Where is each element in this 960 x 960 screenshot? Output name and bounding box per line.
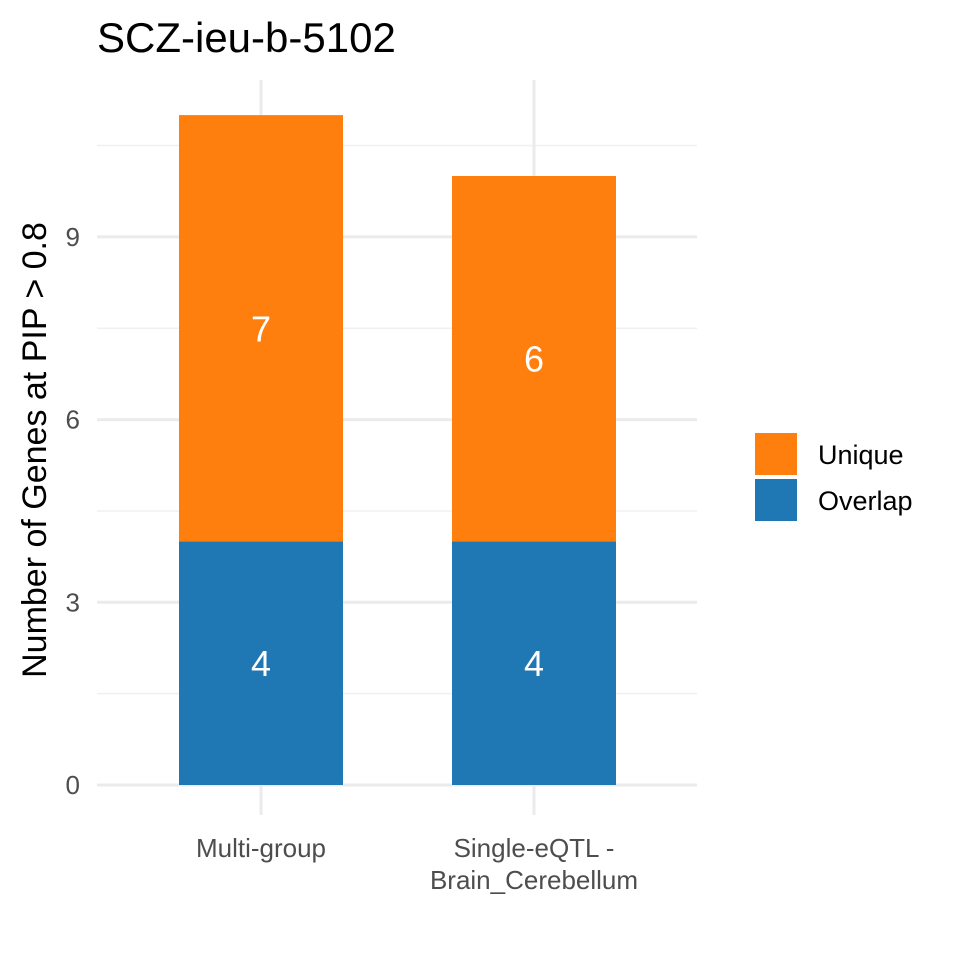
y-axis-label: Number of Genes at PIP > 0.8 [16, 222, 54, 678]
legend-label-overlap: Overlap [818, 486, 913, 516]
legend-swatch-unique [755, 433, 797, 475]
bar-segment-unique [452, 176, 616, 542]
chart-title: SCZ-ieu-b-5102 [97, 14, 396, 61]
y-tick-label: 0 [66, 770, 80, 800]
bar-segment-unique [179, 115, 343, 542]
bar-value-label: 4 [524, 643, 544, 684]
y-tick-label: 3 [66, 587, 80, 617]
bar-segment-overlap [179, 541, 343, 785]
bar-value-label: 4 [251, 643, 271, 684]
bars: 4 7 4 6 [179, 115, 616, 785]
y-tick-label: 6 [66, 405, 80, 435]
x-tick-label: Multi-group [196, 833, 326, 863]
legend: Unique Overlap [755, 433, 913, 521]
y-tick-label: 9 [66, 222, 80, 252]
bar-value-label: 6 [524, 339, 544, 380]
legend-label-unique: Unique [818, 440, 904, 470]
y-axis-tick-labels: 0 3 6 9 [66, 222, 80, 800]
x-tick-label: Single-eQTL -Brain_Cerebellum [430, 833, 638, 895]
legend-swatch-overlap [755, 479, 797, 521]
bar-value-label: 7 [251, 308, 271, 349]
x-axis-tick-labels: Multi-group Single-eQTL -Brain_Cerebellum [196, 833, 638, 895]
bar-segment-overlap [452, 541, 616, 785]
